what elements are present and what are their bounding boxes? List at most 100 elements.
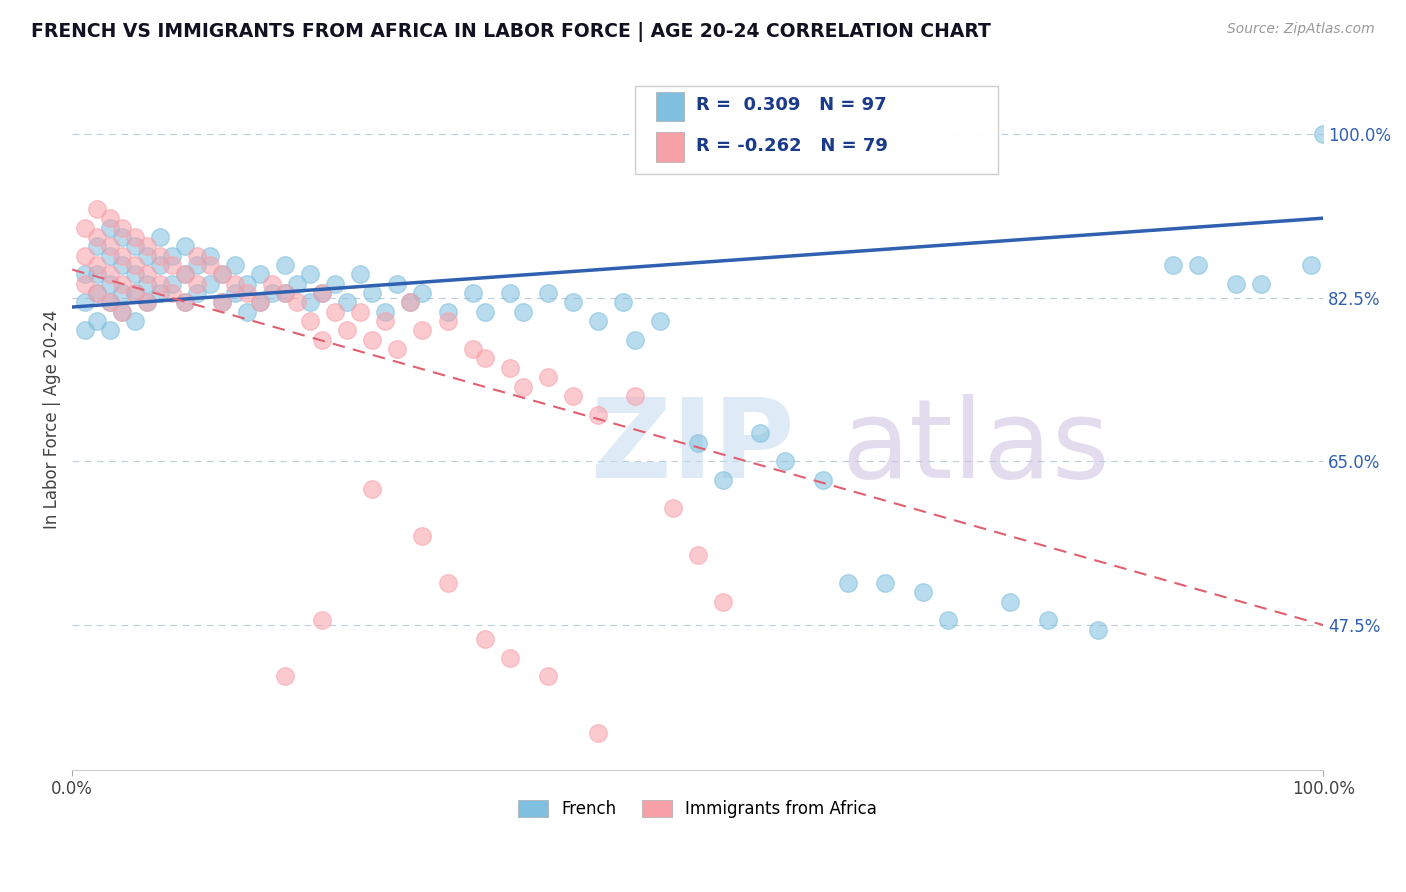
Point <box>198 258 221 272</box>
Point <box>1187 258 1209 272</box>
Point <box>561 295 583 310</box>
Point <box>198 277 221 291</box>
Text: R =  0.309   N = 97: R = 0.309 N = 97 <box>696 96 887 114</box>
Point <box>98 239 121 253</box>
Point <box>211 267 233 281</box>
Point <box>311 613 333 627</box>
Point <box>98 211 121 226</box>
Point <box>136 277 159 291</box>
Point <box>111 304 134 318</box>
Point <box>650 314 672 328</box>
Point <box>374 314 396 328</box>
Point <box>149 249 172 263</box>
Point <box>262 285 284 300</box>
Point <box>612 295 634 310</box>
Point <box>1299 258 1322 272</box>
Point <box>111 258 134 272</box>
Point <box>624 389 647 403</box>
Point <box>186 249 208 263</box>
Point <box>499 285 522 300</box>
Point <box>86 258 108 272</box>
Point <box>124 314 146 328</box>
Point <box>1000 594 1022 608</box>
Point <box>911 585 934 599</box>
Point <box>224 258 246 272</box>
Point <box>1312 127 1334 141</box>
Point <box>149 230 172 244</box>
Point <box>73 267 96 281</box>
Point <box>111 249 134 263</box>
Point <box>461 285 484 300</box>
Point <box>262 277 284 291</box>
Point <box>211 267 233 281</box>
Text: Source: ZipAtlas.com: Source: ZipAtlas.com <box>1227 22 1375 37</box>
Point <box>111 230 134 244</box>
Point <box>149 277 172 291</box>
Point <box>311 333 333 347</box>
Point <box>186 285 208 300</box>
Point <box>149 285 172 300</box>
Point <box>136 295 159 310</box>
Point <box>98 295 121 310</box>
Point <box>73 295 96 310</box>
Point <box>211 295 233 310</box>
Point <box>436 576 458 591</box>
Point <box>236 304 259 318</box>
Point <box>86 239 108 253</box>
Point <box>186 258 208 272</box>
Point <box>186 277 208 291</box>
Point <box>236 285 259 300</box>
Point <box>336 295 359 310</box>
Point <box>461 342 484 356</box>
Point <box>323 304 346 318</box>
FancyBboxPatch shape <box>657 132 683 161</box>
Point <box>512 304 534 318</box>
Point <box>287 277 309 291</box>
Text: FRENCH VS IMMIGRANTS FROM AFRICA IN LABOR FORCE | AGE 20-24 CORRELATION CHART: FRENCH VS IMMIGRANTS FROM AFRICA IN LABO… <box>31 22 991 42</box>
Point <box>399 295 422 310</box>
Point <box>298 314 321 328</box>
Point <box>86 202 108 216</box>
Point <box>162 285 184 300</box>
Point <box>387 277 409 291</box>
Point <box>298 267 321 281</box>
Point <box>499 650 522 665</box>
Point <box>124 267 146 281</box>
Point <box>686 435 709 450</box>
Point <box>111 304 134 318</box>
Point <box>98 277 121 291</box>
Point <box>311 285 333 300</box>
Point <box>98 323 121 337</box>
Point <box>249 267 271 281</box>
Point <box>274 258 297 272</box>
Point <box>512 379 534 393</box>
Point <box>73 249 96 263</box>
FancyBboxPatch shape <box>636 86 998 174</box>
Point <box>387 342 409 356</box>
Point <box>436 304 458 318</box>
Y-axis label: In Labor Force | Age 20-24: In Labor Force | Age 20-24 <box>44 310 60 529</box>
Point <box>298 295 321 310</box>
Point <box>224 277 246 291</box>
Point <box>173 295 195 310</box>
Point <box>86 267 108 281</box>
Point <box>73 277 96 291</box>
Point <box>323 277 346 291</box>
Point <box>349 304 371 318</box>
Point <box>311 285 333 300</box>
Point <box>86 285 108 300</box>
Point <box>249 295 271 310</box>
Point <box>361 285 384 300</box>
Point <box>162 277 184 291</box>
Point <box>361 333 384 347</box>
Point <box>173 295 195 310</box>
Point <box>336 323 359 337</box>
Point <box>124 258 146 272</box>
Point <box>198 249 221 263</box>
Point <box>236 277 259 291</box>
Point <box>837 576 859 591</box>
Point <box>1250 277 1272 291</box>
Point <box>98 220 121 235</box>
Point <box>111 220 134 235</box>
Point <box>349 267 371 281</box>
